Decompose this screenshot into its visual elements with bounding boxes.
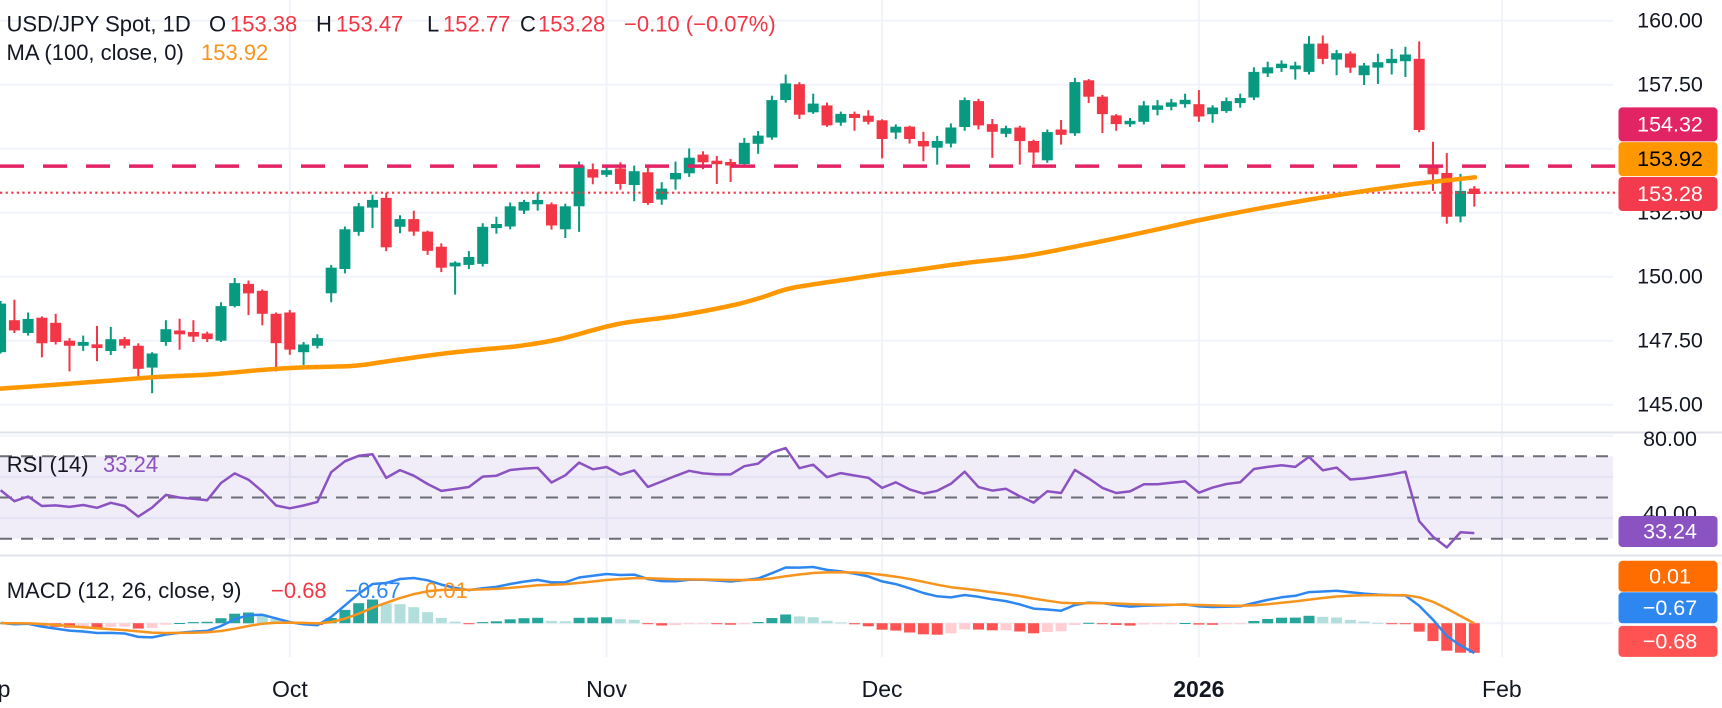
svg-text:−0.10 (−0.07%): −0.10 (−0.07%) bbox=[624, 12, 776, 37]
svg-text:MA (100, close, 0): MA (100, close, 0) bbox=[7, 40, 184, 65]
svg-text:153.28: 153.28 bbox=[538, 12, 605, 37]
svg-text:33.24: 33.24 bbox=[1643, 520, 1697, 544]
svg-text:−0.67: −0.67 bbox=[345, 578, 401, 603]
svg-text:157.50: 157.50 bbox=[1637, 73, 1703, 97]
svg-text:RSI (14): RSI (14) bbox=[7, 452, 89, 477]
svg-text:80.00: 80.00 bbox=[1643, 427, 1697, 451]
svg-text:H: H bbox=[316, 12, 332, 37]
svg-text:0.01: 0.01 bbox=[1649, 564, 1691, 588]
svg-text:153.92: 153.92 bbox=[1637, 147, 1703, 171]
svg-text:−0.68: −0.68 bbox=[271, 578, 327, 603]
svg-text:153.38: 153.38 bbox=[230, 12, 297, 37]
svg-text:O: O bbox=[209, 12, 226, 37]
svg-text:Dec: Dec bbox=[862, 676, 903, 702]
svg-text:Feb: Feb bbox=[1482, 676, 1522, 702]
svg-text:Oct: Oct bbox=[272, 676, 308, 702]
svg-text:−0.67: −0.67 bbox=[1643, 596, 1697, 620]
svg-text:C: C bbox=[520, 12, 536, 37]
svg-text:USD/JPY Spot, 1D: USD/JPY Spot, 1D bbox=[7, 12, 191, 37]
svg-text:Nov: Nov bbox=[586, 676, 627, 702]
svg-text:150.00: 150.00 bbox=[1637, 265, 1703, 289]
svg-text:153.92: 153.92 bbox=[201, 40, 268, 65]
svg-text:33.24: 33.24 bbox=[103, 452, 158, 477]
svg-text:MACD (12, 26, close, 9): MACD (12, 26, close, 9) bbox=[7, 578, 242, 603]
svg-text:147.50: 147.50 bbox=[1637, 329, 1703, 353]
svg-text:145.00: 145.00 bbox=[1637, 393, 1703, 417]
svg-text:153.47: 153.47 bbox=[336, 12, 403, 37]
svg-text:153.28: 153.28 bbox=[1637, 182, 1703, 206]
svg-text:160.00: 160.00 bbox=[1637, 9, 1703, 33]
svg-text:0.01: 0.01 bbox=[425, 578, 468, 603]
svg-text:L: L bbox=[427, 12, 439, 37]
svg-text:Sep: Sep bbox=[0, 676, 10, 702]
svg-text:2026: 2026 bbox=[1173, 676, 1224, 702]
svg-text:154.32: 154.32 bbox=[1637, 112, 1703, 136]
svg-text:152.77: 152.77 bbox=[443, 12, 510, 37]
svg-text:−0.68: −0.68 bbox=[1643, 629, 1697, 653]
